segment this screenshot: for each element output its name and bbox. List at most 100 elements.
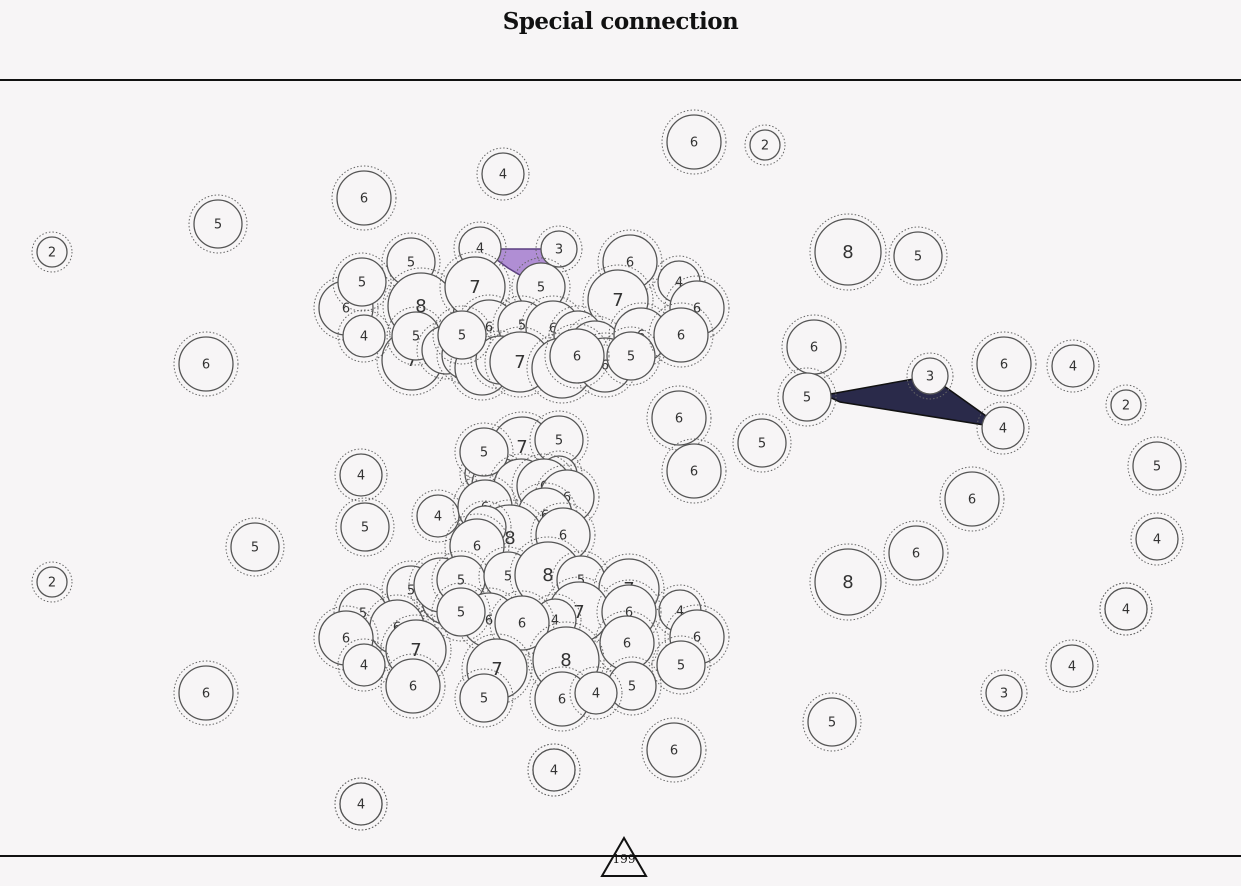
board-node[interactable]: 5 [454,422,514,482]
board-node[interactable]: 6 [781,314,847,380]
node-circle[interactable] [342,643,386,687]
board-node[interactable]: 5 [732,413,792,473]
board-node[interactable]: 3 [980,669,1028,717]
node-circle[interactable] [230,522,280,572]
board-node[interactable]: 4 [334,448,388,502]
board-node[interactable]: 4 [337,638,391,692]
board-node[interactable]: 6 [971,331,1037,397]
node-circle[interactable] [459,427,509,477]
board-node[interactable]: 5 [529,410,589,470]
board-node[interactable]: 8 [809,543,887,621]
board-node[interactable]: 5 [777,367,837,427]
node-circle[interactable] [1110,389,1142,421]
node-circle[interactable] [336,170,392,226]
board-node[interactable]: 6 [661,438,727,504]
board-node[interactable]: 5 [601,326,661,386]
node-circle[interactable] [944,471,1000,527]
node-circle[interactable] [385,658,441,714]
node-circle[interactable] [178,665,234,721]
node-circle[interactable] [193,199,243,249]
node-circle[interactable] [656,640,706,690]
node-circle[interactable] [1132,441,1182,491]
node-circle[interactable] [888,525,944,581]
node-circle[interactable] [893,231,943,281]
board-node[interactable]: 2 [31,231,73,273]
node-circle[interactable] [337,257,387,307]
board-node[interactable]: 6 [939,466,1005,532]
node-circle[interactable] [437,310,487,360]
board-node[interactable]: 3 [906,352,954,400]
node-circle[interactable] [976,336,1032,392]
board-node[interactable]: 4 [569,666,623,720]
board-node[interactable]: 5 [454,668,514,728]
node-circle[interactable] [342,314,386,358]
board-node[interactable]: 4 [337,309,391,363]
node-circle[interactable] [549,328,605,384]
node-circle[interactable] [1135,517,1179,561]
board-node[interactable]: 3 [535,225,583,273]
board-node[interactable]: 2 [1105,384,1147,426]
node-circle[interactable] [646,722,702,778]
node-circle[interactable] [339,453,383,497]
node-circle[interactable] [36,236,68,268]
node-circle[interactable] [459,673,509,723]
node-circle[interactable] [666,443,722,499]
node-circle[interactable] [340,502,390,552]
node-circle[interactable] [653,307,709,363]
board-node[interactable]: 4 [476,147,530,201]
board-node[interactable]: 5 [225,517,285,577]
node-circle[interactable] [540,230,578,268]
node-circle[interactable] [481,152,525,196]
board-node[interactable]: 6 [646,385,712,451]
node-circle[interactable] [981,406,1025,450]
board-node[interactable]: 4 [1099,582,1153,636]
node-circle[interactable] [911,357,949,395]
board-node[interactable]: 2 [744,124,786,166]
board-node[interactable]: 5 [1127,436,1187,496]
node-circle[interactable] [339,782,383,826]
node-circle[interactable] [782,372,832,422]
node-circle[interactable] [666,114,722,170]
node-circle[interactable] [807,697,857,747]
board-node[interactable]: 8 [809,213,887,291]
board-node[interactable]: 4 [1046,339,1100,393]
node-circle[interactable] [737,418,787,468]
board-node[interactable]: 6 [883,520,949,586]
board-node[interactable]: 5 [431,582,491,642]
node-circle[interactable] [651,390,707,446]
board-node[interactable]: 6 [529,666,595,732]
node-circle[interactable] [178,336,234,392]
node-circle[interactable] [1050,644,1094,688]
node-circle[interactable] [1104,587,1148,631]
node-circle[interactable] [749,129,781,161]
board-node[interactable]: 5 [888,226,948,286]
node-circle[interactable] [985,674,1023,712]
node-circle[interactable] [1051,344,1095,388]
board-node[interactable]: 5 [188,194,248,254]
node-circle[interactable] [814,218,882,286]
board-node[interactable]: 5 [432,305,492,365]
board-node[interactable]: 6 [544,323,610,389]
board-node[interactable]: 4 [334,777,388,831]
board-node[interactable]: 6 [173,660,239,726]
board-node[interactable]: 6 [641,717,707,783]
node-circle[interactable] [532,748,576,792]
node-circle[interactable] [436,587,486,637]
board-node[interactable]: 5 [335,497,395,557]
board-node[interactable]: 4 [1130,512,1184,566]
board-node[interactable]: 6 [661,109,727,175]
board-node[interactable]: 4 [976,401,1030,455]
board-node[interactable]: 5 [651,635,711,695]
node-circle[interactable] [814,548,882,616]
board-node[interactable]: 4 [1045,639,1099,693]
board-node[interactable]: 6 [380,653,446,719]
node-circle[interactable] [574,671,618,715]
board-node[interactable]: 6 [331,165,397,231]
board-node[interactable]: 2 [31,561,73,603]
node-circle[interactable] [606,331,656,381]
board-node[interactable]: 5 [802,692,862,752]
node-circle[interactable] [494,595,550,651]
board-node[interactable]: 6 [173,331,239,397]
board-node[interactable]: 4 [527,743,581,797]
node-circle[interactable] [36,566,68,598]
